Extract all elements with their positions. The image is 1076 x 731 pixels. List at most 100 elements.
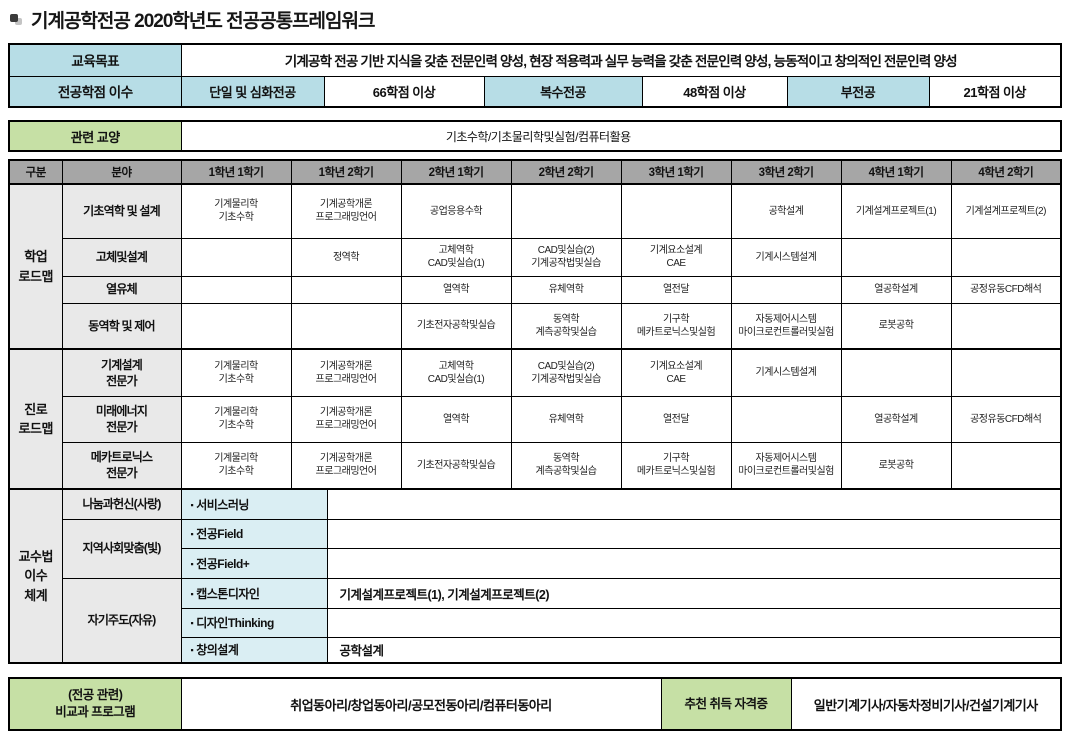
academic-roadmap-section: 학업 로드맵 기초역학 및 설계 기계물리학 기초수학 기계공학개론 프로그래밍… — [8, 183, 1062, 350]
credit-requirement-cell: 21학점 이상 — [928, 75, 1062, 108]
liberal-arts-table: 관련 교양 기초수학/기초물리학및실험/컴퓨터활용 — [8, 120, 1062, 152]
course-cell: 유체역학 — [510, 275, 622, 304]
course-cell: 기계물리학 기초수학 — [180, 395, 292, 443]
course-cell: 기계물리학 기초수학 — [180, 183, 292, 239]
course-cell: 기계시스템설계 — [730, 237, 842, 277]
column-header: 1학년 2학기 — [290, 159, 402, 185]
course-cell: 기구학 메카트로닉스및실험 — [620, 441, 732, 490]
course-cell: 유체역학 — [510, 395, 622, 443]
pedagogy-method-label: 서비스러닝 — [196, 497, 249, 512]
course-cell: 로봇공학 — [840, 302, 952, 350]
column-header: 4학년 1학기 — [840, 159, 952, 185]
course-cell — [290, 302, 402, 350]
row-group-academic-roadmap: 학업 로드맵 — [8, 183, 63, 350]
course-cell: 기계물리학 기초수학 — [180, 348, 292, 397]
credit-type-cell: 부전공 — [786, 75, 930, 108]
course-cell: 기초전자공학및실습 — [400, 441, 512, 490]
course-cell: 열전달 — [620, 275, 732, 304]
credit-requirement-cell: 48학점 이상 — [641, 75, 788, 108]
pedagogy-category-cell: 지역사회맞춤(빛) — [61, 518, 182, 579]
list-bullet-icon — [10, 13, 23, 26]
education-goal-text: 기계공학 전공 기반 지식을 갖춘 전문인력 양성, 현장 적용력과 실무 능력… — [180, 43, 1062, 77]
pedagogy-method-cell: ▪ 디자인Thinking — [180, 607, 328, 638]
course-cell: 동역학 계측공학및실습 — [510, 441, 622, 490]
pedagogy-section: 교수법 이수 체계 나눔과헌신(사랑) ▪ 서비스러닝 지역사회맞춤(빛) ▪ 전공… — [8, 488, 1062, 664]
pedagogy-method-label: 캡스톤디자인 — [196, 586, 260, 601]
course-cell: 기초전자공학및실습 — [400, 302, 512, 350]
course-cell: 기계공학개론 프로그래밍언어 — [290, 348, 402, 397]
course-cell — [730, 275, 842, 304]
square-bullet-icon: ▪ — [190, 558, 194, 569]
field-cell: 열유체 — [61, 275, 182, 304]
extracurricular-content: 취업동아리/창업동아리/공모전동아리/컴퓨터동아리 — [180, 677, 662, 731]
liberal-arts-content: 기초수학/기초물리학및실험/컴퓨터활용 — [180, 120, 1062, 152]
row-group-career-roadmap: 진로 로드맵 — [8, 348, 63, 490]
column-header: 3학년 1학기 — [620, 159, 732, 185]
column-header: 분야 — [61, 159, 182, 185]
pedagogy-courses-cell — [326, 488, 1062, 520]
course-cell — [950, 348, 1062, 397]
course-cell: 열역학 — [400, 275, 512, 304]
course-cell — [730, 395, 842, 443]
career-roadmap-section: 진로 로드맵 기계설계 전문가 기계물리학 기초수학 기계공학개론 프로그래밍언… — [8, 348, 1062, 490]
field-cell: 기초역학 및 설계 — [61, 183, 182, 239]
pedagogy-method-cell: ▪ 전공Field+ — [180, 547, 328, 579]
course-cell: 기계공학개론 프로그래밍언어 — [290, 183, 402, 239]
course-cell — [840, 348, 952, 397]
course-cell: 기계설계프로젝트(1) — [840, 183, 952, 239]
field-cell: 메카트로닉스 전문가 — [61, 441, 182, 490]
course-cell — [950, 441, 1062, 490]
column-header: 구분 — [8, 159, 63, 185]
square-bullet-icon: ▪ — [190, 529, 194, 539]
course-cell — [620, 183, 732, 239]
credit-type-cell: 단일 및 심화전공 — [180, 75, 325, 108]
pedagogy-method-cell: ▪ 전공Field — [180, 518, 328, 549]
course-cell: 기계시스템설계 — [730, 348, 842, 397]
course-cell: 기계설계프로젝트(2) — [950, 183, 1062, 239]
major-credits-label: 전공학점 이수 — [8, 75, 182, 108]
pedagogy-courses-cell — [326, 607, 1062, 638]
pedagogy-method-cell: ▪ 서비스러닝 — [180, 488, 328, 520]
pedagogy-category-cell: 자기주도(자유) — [61, 577, 182, 664]
pedagogy-courses-cell: 기계설계프로젝트(1), 기계설계프로젝트(2) — [326, 577, 1062, 609]
course-cell: 열공학설계 — [840, 275, 952, 304]
square-bullet-icon: ▪ — [190, 499, 194, 510]
square-bullet-icon: ▪ — [190, 618, 194, 628]
credit-requirement-cell: 66학점 이상 — [323, 75, 485, 108]
course-cell — [180, 275, 292, 304]
column-header: 3학년 2학기 — [730, 159, 842, 185]
course-cell: 기구학 메카트로닉스및실험 — [620, 302, 732, 350]
field-cell: 미래에너지 전문가 — [61, 395, 182, 443]
pedagogy-courses-cell — [326, 518, 1062, 549]
liberal-arts-label: 관련 교양 — [8, 120, 182, 152]
course-cell: 정역학 — [290, 237, 402, 277]
course-cell — [840, 237, 952, 277]
course-cell: 공정유동CFD해석 — [950, 275, 1062, 304]
pedagogy-courses-cell — [326, 547, 1062, 579]
column-header: 2학년 2학기 — [510, 159, 622, 185]
extracurricular-label: (전공 관련) 비교과 프로그램 — [8, 677, 182, 731]
footer-table: (전공 관련) 비교과 프로그램 취업동아리/창업동아리/공모전동아리/컴퓨터동… — [8, 677, 1062, 731]
course-cell — [950, 302, 1062, 350]
course-cell: 기계공학개론 프로그래밍언어 — [290, 395, 402, 443]
course-cell: 기계물리학 기초수학 — [180, 441, 292, 490]
course-cell: 열역학 — [400, 395, 512, 443]
pedagogy-method-label: 디자인Thinking — [196, 616, 274, 630]
pedagogy-method-cell: ▪ 캡스톤디자인 — [180, 577, 328, 609]
course-cell: 공학설계 — [730, 183, 842, 239]
field-cell: 기계설계 전문가 — [61, 348, 182, 397]
course-cell: CAD및실습(2) 기계공작법및실습 — [510, 348, 622, 397]
square-bullet-icon: ▪ — [190, 645, 194, 656]
course-cell: 공정유동CFD해석 — [950, 395, 1062, 443]
pedagogy-category-cell: 나눔과헌신(사랑) — [61, 488, 182, 520]
course-cell: 자동제어시스템 마이크로컨트롤러및실험 — [730, 441, 842, 490]
credit-type-cell: 복수전공 — [483, 75, 643, 108]
license-content: 일반기계기사/자동차정비기사/건설기계기사 — [790, 677, 1062, 731]
curriculum-header: 구분 분야 1학년 1학기 1학년 2학기 2학년 1학기 2학년 2학기 3학… — [8, 159, 1062, 185]
course-cell: 열공학설계 — [840, 395, 952, 443]
course-cell: 기계요소설계 CAE — [620, 348, 732, 397]
course-cell: 고체역학 CAD및실습(1) — [400, 237, 512, 277]
square-bullet-icon: ▪ — [190, 588, 194, 599]
pedagogy-method-label: 전공Field+ — [196, 556, 250, 571]
